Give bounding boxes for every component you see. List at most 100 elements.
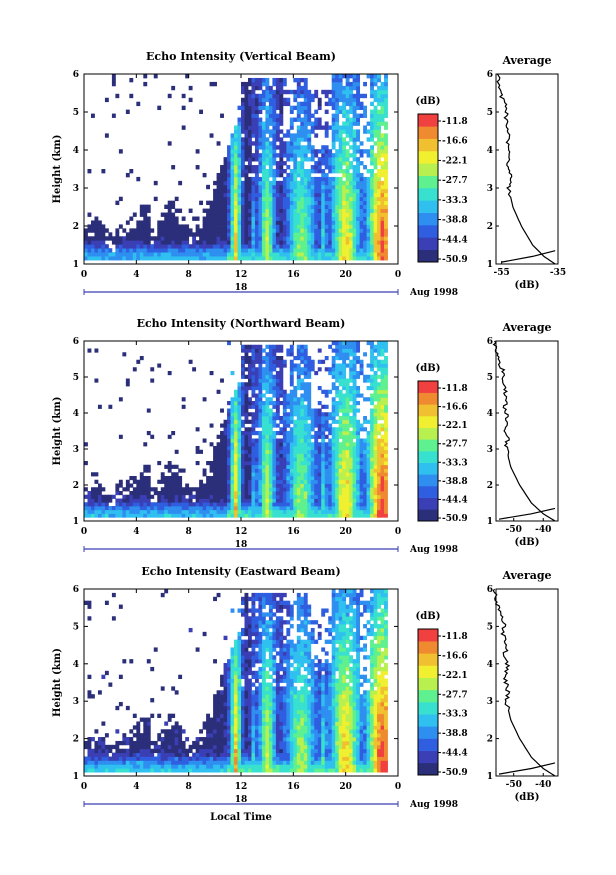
heatmap-cell — [272, 378, 277, 383]
heatmap-cell — [146, 725, 151, 730]
heatmap-cell — [254, 125, 259, 130]
heatmap-cell — [241, 224, 245, 229]
heatmap-cell — [146, 252, 151, 257]
heatmap-cell — [317, 513, 322, 518]
heatmap-cell — [171, 165, 176, 170]
heatmap-cell — [234, 464, 238, 469]
heatmap-cell — [279, 97, 284, 103]
heatmap-cell — [377, 77, 381, 83]
heatmap-cell — [317, 196, 322, 202]
heatmap-cell — [230, 371, 235, 376]
heatmap-cell — [328, 416, 333, 421]
heatmap-cell — [188, 232, 193, 237]
heatmap-cell — [335, 378, 340, 383]
heatmap-cell — [227, 483, 231, 488]
heatmap-cell — [321, 232, 326, 237]
heatmap-cell — [342, 105, 347, 111]
heatmap-cell — [373, 438, 378, 443]
heatmap-cell — [171, 228, 176, 233]
heatmap-cell — [331, 348, 336, 353]
heatmap-cell — [286, 149, 291, 154]
heatmap-cell — [370, 93, 374, 99]
heatmap-cell — [129, 513, 134, 518]
heatmap-cell — [261, 204, 266, 209]
heatmap-cell — [300, 208, 305, 213]
profile-x-label: (dB) — [515, 537, 540, 548]
heatmap-cell — [286, 180, 291, 186]
heatmap-cell — [282, 446, 287, 451]
heatmap-cell — [230, 401, 235, 406]
heatmap-cell — [359, 252, 364, 257]
heatmap-cell — [213, 216, 217, 221]
heatmap-cell — [307, 133, 312, 138]
heatmap-cell — [188, 252, 193, 257]
heatmap-cell — [230, 434, 235, 439]
heatmap-cell — [216, 498, 221, 503]
heatmap-cell — [216, 506, 221, 511]
heatmap-cell — [279, 416, 284, 421]
heatmap-cell — [237, 416, 242, 421]
heatmap-cell — [265, 389, 270, 394]
heatmap-cell — [230, 494, 235, 499]
heatmap-cell — [286, 449, 291, 454]
heatmap-cell — [178, 248, 183, 253]
heatmap-cell — [261, 212, 266, 217]
heatmap-cell — [206, 216, 210, 221]
heatmap-cell — [359, 240, 364, 245]
heatmap-cell — [272, 248, 277, 253]
heatmap-cell — [356, 89, 361, 95]
heatmap-cell — [115, 740, 120, 746]
heatmap-cell — [356, 93, 361, 99]
heatmap-cell — [220, 252, 224, 257]
heatmap-cell — [300, 453, 305, 458]
heatmap-cell — [272, 125, 277, 130]
heatmap-cell — [342, 348, 347, 353]
heatmap-cell — [247, 212, 252, 217]
heatmap-cell — [272, 468, 277, 473]
heatmap-cell — [268, 491, 273, 496]
heatmap-cell — [289, 404, 294, 409]
heatmap-cell — [261, 141, 266, 146]
heatmap-cell — [384, 101, 388, 107]
heatmap-cell — [247, 244, 252, 249]
heatmap-cell — [192, 236, 197, 241]
heatmap-cell — [157, 513, 162, 518]
heatmap-cell — [230, 506, 235, 511]
heatmap-cell — [345, 386, 350, 391]
heatmap-cell — [275, 446, 280, 451]
heatmap-cell — [174, 506, 179, 511]
heatmap-cell — [335, 453, 340, 458]
heatmap-cell — [279, 438, 284, 443]
heatmap-cell — [300, 240, 305, 245]
heatmap-cell — [303, 125, 308, 130]
y-tick-label: 2 — [73, 222, 79, 232]
heatmap-cell — [286, 453, 291, 458]
heatmap-cell — [220, 188, 224, 194]
heatmap-cell — [349, 184, 354, 190]
heatmap-cell — [366, 374, 371, 379]
heatmap-cell — [296, 161, 301, 166]
heatmap-cell — [261, 457, 266, 462]
heatmap-cell — [310, 180, 315, 186]
heatmap-cell — [349, 367, 354, 372]
y-tick-label: 1 — [73, 517, 79, 527]
heatmap-cell — [377, 125, 381, 130]
heatmap-cell — [139, 236, 144, 241]
heatmap-cell — [293, 161, 298, 166]
heatmap-cell — [94, 506, 99, 511]
heatmap-cell — [335, 479, 340, 484]
heatmap-cell — [234, 487, 238, 492]
heatmap-cell — [293, 77, 298, 83]
heatmap-cell — [366, 453, 371, 458]
heatmap-cell — [352, 196, 357, 202]
heatmap-cell — [296, 129, 301, 134]
heatmap-cell — [213, 208, 217, 213]
heatmap-cell — [345, 412, 350, 417]
heatmap-cell — [247, 453, 252, 458]
heatmap-cell — [143, 256, 148, 261]
heatmap-cell — [293, 172, 298, 178]
heatmap-cell — [380, 412, 385, 417]
heatmap-cell — [153, 248, 158, 253]
heatmap-cell — [209, 236, 214, 241]
heatmap-cell — [241, 494, 245, 499]
